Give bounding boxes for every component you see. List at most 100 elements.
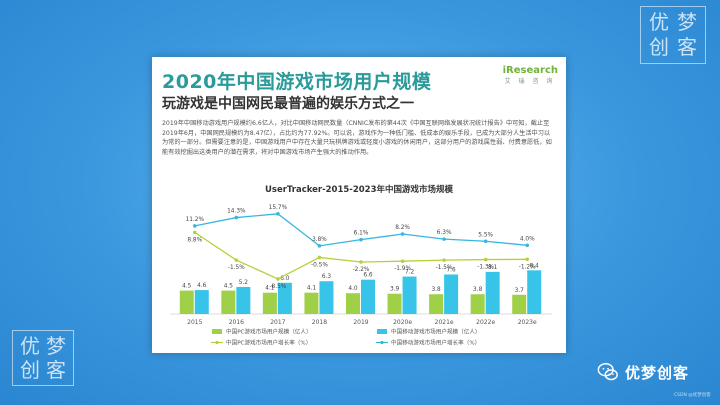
mobile-growth-label: 15.7% — [269, 205, 288, 211]
pc-growth-label: -0.5% — [311, 262, 328, 268]
x-tick-label: 2018 — [312, 319, 327, 326]
mobile-users-bar — [444, 274, 459, 314]
mobile-growth-point — [525, 243, 530, 248]
watermark-char: 优 — [649, 10, 669, 34]
mobile-users-data-label: 8.4 — [530, 263, 540, 269]
pc-users-data-label: 3.7 — [515, 288, 525, 294]
pc-users-data-label: 3.9 — [390, 287, 400, 293]
mobile-growth-label: 6.3% — [437, 230, 452, 236]
pc-growth-point — [317, 255, 322, 260]
pc-growth-point — [234, 258, 239, 262]
mobile-growth-label: 14.3% — [227, 209, 246, 215]
pc-users-data-label: 3.8 — [473, 287, 483, 293]
mobile-users-data-label: 7.2 — [405, 270, 415, 276]
pc-users-bar — [262, 292, 277, 314]
x-tick-label: 2023e — [518, 319, 537, 326]
x-tick-label: 2016 — [229, 319, 244, 326]
legend-swatch — [377, 329, 387, 334]
slide-card: 2020年中国游戏市场用户规模 玩游戏是中国网民最普遍的娱乐方式之一 iRese… — [152, 57, 566, 353]
x-tick-label: 2022e — [476, 319, 495, 326]
legend-label: 中国PC游戏市场用户规模（亿人） — [226, 328, 312, 336]
watermark-char: 创 — [20, 358, 40, 382]
pc-growth-label: 8.8% — [187, 237, 202, 243]
pc-users-bar — [512, 294, 527, 314]
wechat-account: 优梦创客 — [597, 361, 689, 383]
mobile-users-data-label: 7.6 — [446, 267, 456, 273]
x-tick-label: 2017 — [270, 319, 285, 326]
mobile-growth-point — [234, 215, 239, 220]
watermark-char: 创 — [649, 35, 669, 59]
mobile-growth-label: 6.1% — [354, 231, 369, 237]
pc-growth-point — [192, 230, 197, 235]
watermark-logo-top: 优 梦 创 客 — [640, 6, 706, 64]
pc-users-data-label: 4.5 — [182, 284, 192, 290]
user-scale-chart: 4.5 4.6 2015 4.5 5.2 2016 4.1 6.0 2017 4.1 6.3 2018… — [170, 205, 552, 347]
wechat-name: 优梦创客 — [625, 363, 690, 382]
x-tick-label: 2021e — [435, 319, 454, 326]
watermark-logo-bottom: 优 梦 创 客 — [12, 330, 74, 386]
pc-growth-point — [442, 258, 446, 262]
mobile-users-bar — [236, 286, 251, 314]
mobile-growth-label: 8.2% — [395, 225, 410, 231]
mobile-growth-label: 5.5% — [478, 232, 493, 238]
mobile-users-bar — [485, 271, 500, 314]
pc-growth-label: -8.5% — [269, 284, 286, 290]
pc-users-data-label: 3.8 — [431, 287, 441, 293]
mobile-growth-point — [317, 244, 322, 248]
brand-logo: iResearch 艾 瑞 咨 询 — [503, 65, 558, 85]
mobile-users-data-label: 6.0 — [280, 276, 290, 282]
mobile-users-data-label: 6.3 — [322, 274, 332, 280]
mobile-users-bar — [527, 270, 542, 314]
mobile-users-data-label: 6.6 — [363, 273, 373, 279]
watermark-char: 客 — [46, 358, 66, 382]
watermark-char: 客 — [677, 35, 697, 59]
pc-growth-label: -1.3% — [477, 265, 494, 271]
slide-description: 2019年中国移动游戏用户规模约6.6亿人，对比中国移动网民数量（CNNIC发布… — [162, 120, 552, 156]
pc-growth-point — [400, 259, 405, 263]
pc-users-bar — [304, 292, 319, 314]
mobile-growth-point — [192, 224, 197, 228]
mobile-growth-point — [276, 212, 280, 216]
mobile-growth-label: 11.2% — [186, 217, 205, 223]
mobile-users-bar — [277, 282, 292, 314]
pc-growth-label: -1.5% — [228, 265, 245, 271]
wechat-icon — [597, 363, 618, 381]
mobile-growth-label: 4.0% — [520, 236, 535, 242]
pc-users-data-label: 4.1 — [265, 286, 275, 292]
mobile-growth-point — [359, 237, 363, 242]
x-tick-label: 2019 — [353, 319, 368, 326]
x-tick-label: 2020e — [393, 319, 412, 326]
brand-name: iResearch — [502, 65, 558, 76]
pc-users-bar — [387, 293, 402, 314]
pc-users-data-label: 4.5 — [224, 284, 234, 290]
watermark-char: 梦 — [46, 334, 66, 358]
pc-growth-point — [525, 257, 530, 262]
pc-growth-label: -1.9% — [394, 266, 411, 272]
brand-subtitle: 艾 瑞 咨 询 — [504, 78, 556, 85]
legend-label: 中国PC游戏市场用户增长率（%） — [226, 339, 311, 347]
mobile-users-bar — [319, 281, 334, 314]
pc-users-bar — [179, 290, 194, 314]
mobile-growth-label: 3.8% — [312, 237, 327, 243]
mobile-growth-point — [400, 232, 405, 236]
mobile-users-data-label: 4.6 — [197, 283, 207, 289]
mobile-users-bar — [194, 290, 209, 314]
mobile-growth-point — [442, 237, 446, 241]
pc-users-bar — [429, 294, 444, 314]
legend-label: 中国移动游戏市场用户增长率（%） — [391, 339, 480, 347]
pc-growth-label: -1.5% — [436, 265, 453, 271]
slide-subtitle: 玩游戏是中国网民最普遍的娱乐方式之一 — [162, 96, 414, 112]
pc-growth-point — [483, 257, 488, 262]
source-credit: CSDN @优梦创客 — [674, 393, 711, 398]
pc-growth-label: -2.2% — [353, 267, 370, 273]
mobile-growth-point — [483, 239, 488, 244]
pc-users-bar — [221, 290, 236, 314]
chart-title: UserTracker-2015-2023年中国游戏市场规模 — [264, 185, 453, 195]
pc-users-bar — [470, 294, 485, 314]
legend-label: 中国移动游戏市场用户规模（亿人） — [391, 328, 481, 336]
pc-growth-point — [359, 260, 363, 264]
pc-users-data-label: 4.0 — [348, 286, 358, 292]
watermark-char: 优 — [20, 334, 40, 358]
pc-growth-point — [276, 277, 280, 281]
legend-swatch-point — [380, 340, 384, 345]
